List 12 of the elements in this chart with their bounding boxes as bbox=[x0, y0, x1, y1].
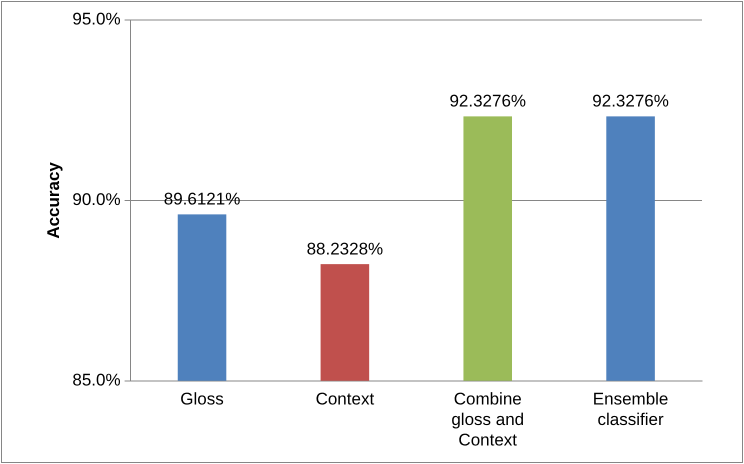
x-tick-label: Gloss bbox=[180, 390, 224, 409]
y-axis-title: Accuracy bbox=[44, 162, 63, 239]
y-tick-label: 85.0% bbox=[72, 370, 121, 390]
data-label: 92.3276% bbox=[449, 92, 526, 111]
x-tick-label: Combine gloss and Context bbox=[451, 390, 524, 450]
y-tick-label: 90.0% bbox=[72, 190, 121, 210]
data-label: 92.3276% bbox=[592, 92, 669, 111]
data-label: 88.2328% bbox=[306, 239, 384, 258]
x-tick-label: Context bbox=[316, 390, 374, 409]
y-tick-label: 95.0% bbox=[72, 10, 121, 29]
x-tick-label: Ensemble classifier bbox=[592, 390, 668, 430]
data-label: 89.6121% bbox=[164, 190, 240, 209]
